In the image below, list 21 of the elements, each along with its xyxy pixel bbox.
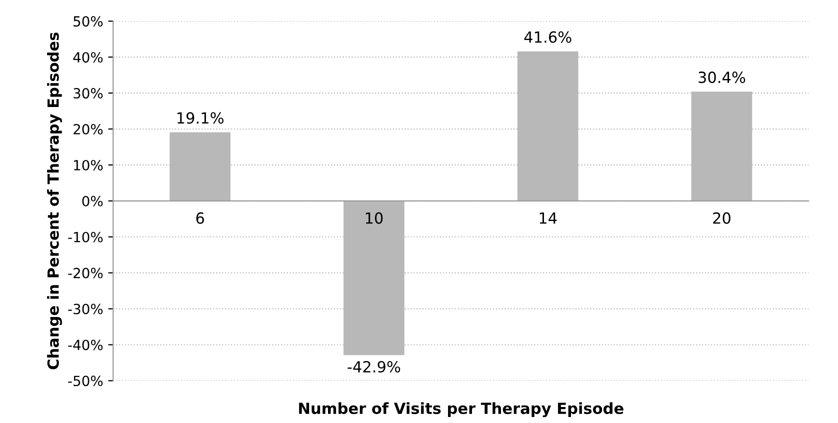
y-tick-label: 50% [74,16,103,27]
x-tick-label: 10 [366,212,383,224]
x-tick-label: 14 [540,212,557,224]
y-tick-label: -30% [68,304,103,314]
y-tick-label: 20% [74,124,103,134]
y-tick-label: 30% [74,88,103,99]
y-tick-label: -40% [68,340,103,350]
y-tick-label: 0% [82,196,103,206]
y-tick-label: -20% [68,268,103,278]
data-label: 19.1% [177,112,224,124]
x-axis-title: Number of Visits per Therapy Episode [299,402,624,418]
y-tick-label: -50% [68,376,103,386]
x-tick-label: 6 [196,212,204,224]
y-tick-label: 10% [74,160,103,170]
y-tick-label: -10% [68,232,103,242]
data-label: 30.4% [698,72,746,84]
y-axis-title: Change in Percent of Therapy Episodes [47,32,62,370]
x-tick-label: 20 [713,212,730,224]
data-label: -42.9% [348,360,400,373]
y-tick-label: 40% [73,52,103,63]
data-label: 41.6% [524,31,572,43]
